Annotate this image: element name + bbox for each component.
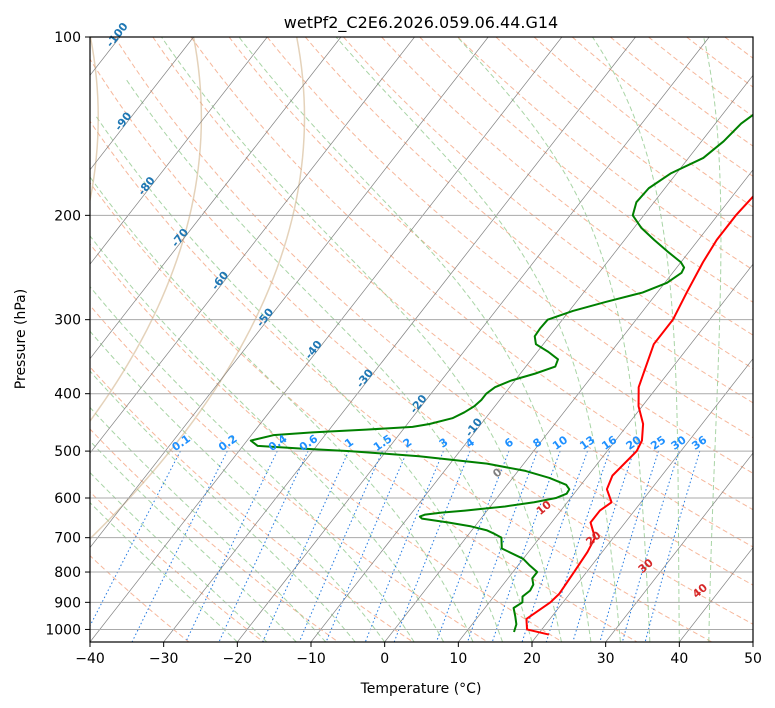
y-tick-label: 200 — [54, 208, 81, 224]
moist-adiabat-line — [90, 471, 268, 642]
x-tick-label: 0 — [380, 651, 389, 667]
isotherm-line — [90, 37, 489, 549]
isotherm-line — [90, 37, 194, 171]
mixing-ratio-line — [298, 450, 383, 642]
moist-adiabat-line — [90, 235, 445, 642]
moist-adiabat-line — [456, 37, 651, 642]
dry-adiabat-line — [90, 304, 488, 642]
isotherm-line — [90, 37, 415, 454]
dry-adiabat-line — [381, 37, 753, 336]
mixing-ratio-line — [572, 450, 635, 642]
dry-adiabat-line — [90, 428, 339, 642]
isotherm-line — [384, 169, 753, 642]
dry-adiabat-line — [190, 37, 753, 511]
dry-adiabat-line — [343, 37, 753, 370]
moist-adiabat-line — [125, 79, 533, 642]
dry-adiabat-line — [90, 120, 712, 642]
y-tick-label: 900 — [54, 595, 81, 611]
y-tick-label: 700 — [54, 531, 81, 547]
mixing-ratio-line — [185, 450, 278, 642]
x-tick-label: 20 — [523, 651, 541, 667]
isotherm-line — [90, 37, 342, 360]
x-tick-label: −20 — [223, 651, 253, 667]
y-tick-label: 600 — [54, 491, 81, 507]
tan-curve-line — [90, 37, 203, 423]
background-lines — [90, 37, 753, 642]
y-tick-label: 800 — [54, 565, 81, 581]
isotherm-line — [90, 37, 268, 265]
y-tick-label: 500 — [54, 444, 81, 460]
axes: −40 −30 −20 −10 0 10 20 30 40 50 100 200 300 400 500 60… — [45, 30, 762, 667]
x-tick-label: 50 — [744, 651, 762, 667]
y-axis-label: Pressure (hPa) — [13, 289, 29, 389]
dry-adiabat-line — [90, 243, 563, 642]
dry-adiabat-line — [304, 37, 753, 404]
y-tick-label: 100 — [54, 30, 81, 46]
isotherm-line — [531, 358, 753, 642]
chart-title: wetPf2_C2E6.2026.059.06.44.G14 — [284, 13, 558, 33]
isotherm-line — [458, 263, 753, 642]
dry-adiabat-line — [90, 58, 753, 625]
dry-adiabat-line — [152, 37, 753, 548]
dry-adiabat-line — [114, 37, 753, 586]
mixing-ratio-line — [325, 450, 408, 642]
tan-curve-line — [90, 37, 306, 540]
x-tick-label: 10 — [449, 651, 467, 667]
y-tick-label: 400 — [54, 387, 81, 403]
temperature-line — [525, 195, 753, 636]
dry-adiabat-line — [571, 37, 753, 177]
isotherm-line — [310, 74, 753, 642]
mixing-ratio-line — [491, 450, 561, 642]
mixing-ratio-line — [545, 450, 611, 642]
mixing-ratio-line — [621, 450, 680, 642]
mixing-ratio-line — [599, 450, 660, 642]
data-series — [249, 113, 753, 636]
mixing-ratio-line — [521, 450, 588, 642]
plot-frame — [89, 36, 754, 643]
dry-adiabat-line — [90, 182, 638, 642]
moist-adiabat-line — [335, 37, 621, 642]
moist-adiabat-line — [703, 37, 722, 642]
moist-adiabat-line — [90, 285, 415, 642]
isotherm-line — [237, 37, 710, 642]
dry-adiabat-line — [495, 37, 753, 239]
x-tick-label: −10 — [296, 651, 326, 667]
x-tick-label: −40 — [75, 651, 105, 667]
y-tick-label: 1000 — [45, 622, 81, 638]
dry-adiabat-line — [90, 366, 414, 642]
dry-adiabat-line — [90, 491, 264, 642]
moist-adiabat-line — [95, 115, 504, 642]
tan-curve-line — [90, 37, 99, 204]
isotherm-line — [163, 37, 636, 642]
dry-adiabat-line — [419, 37, 753, 303]
moist-adiabat-line — [238, 37, 592, 642]
moist-adiabat-line — [90, 406, 327, 642]
isotherm-line — [90, 37, 563, 642]
mixing-ratio-line — [262, 450, 350, 642]
x-tick-label: 40 — [670, 651, 688, 667]
mixing-ratio-line — [364, 450, 444, 642]
moist-adiabat-line — [90, 440, 297, 642]
dry-adiabat-line — [266, 37, 753, 439]
x-axis-label: Temperature (°C) — [360, 681, 482, 697]
y-tick-label: 300 — [54, 313, 81, 329]
mixing-ratio-line — [644, 450, 701, 642]
dewpoint-line — [249, 113, 753, 633]
moist-adiabat-line — [90, 370, 356, 642]
isotherm-line — [605, 452, 753, 642]
x-tick-label: 30 — [597, 651, 615, 667]
x-tick-label: −30 — [149, 651, 179, 667]
